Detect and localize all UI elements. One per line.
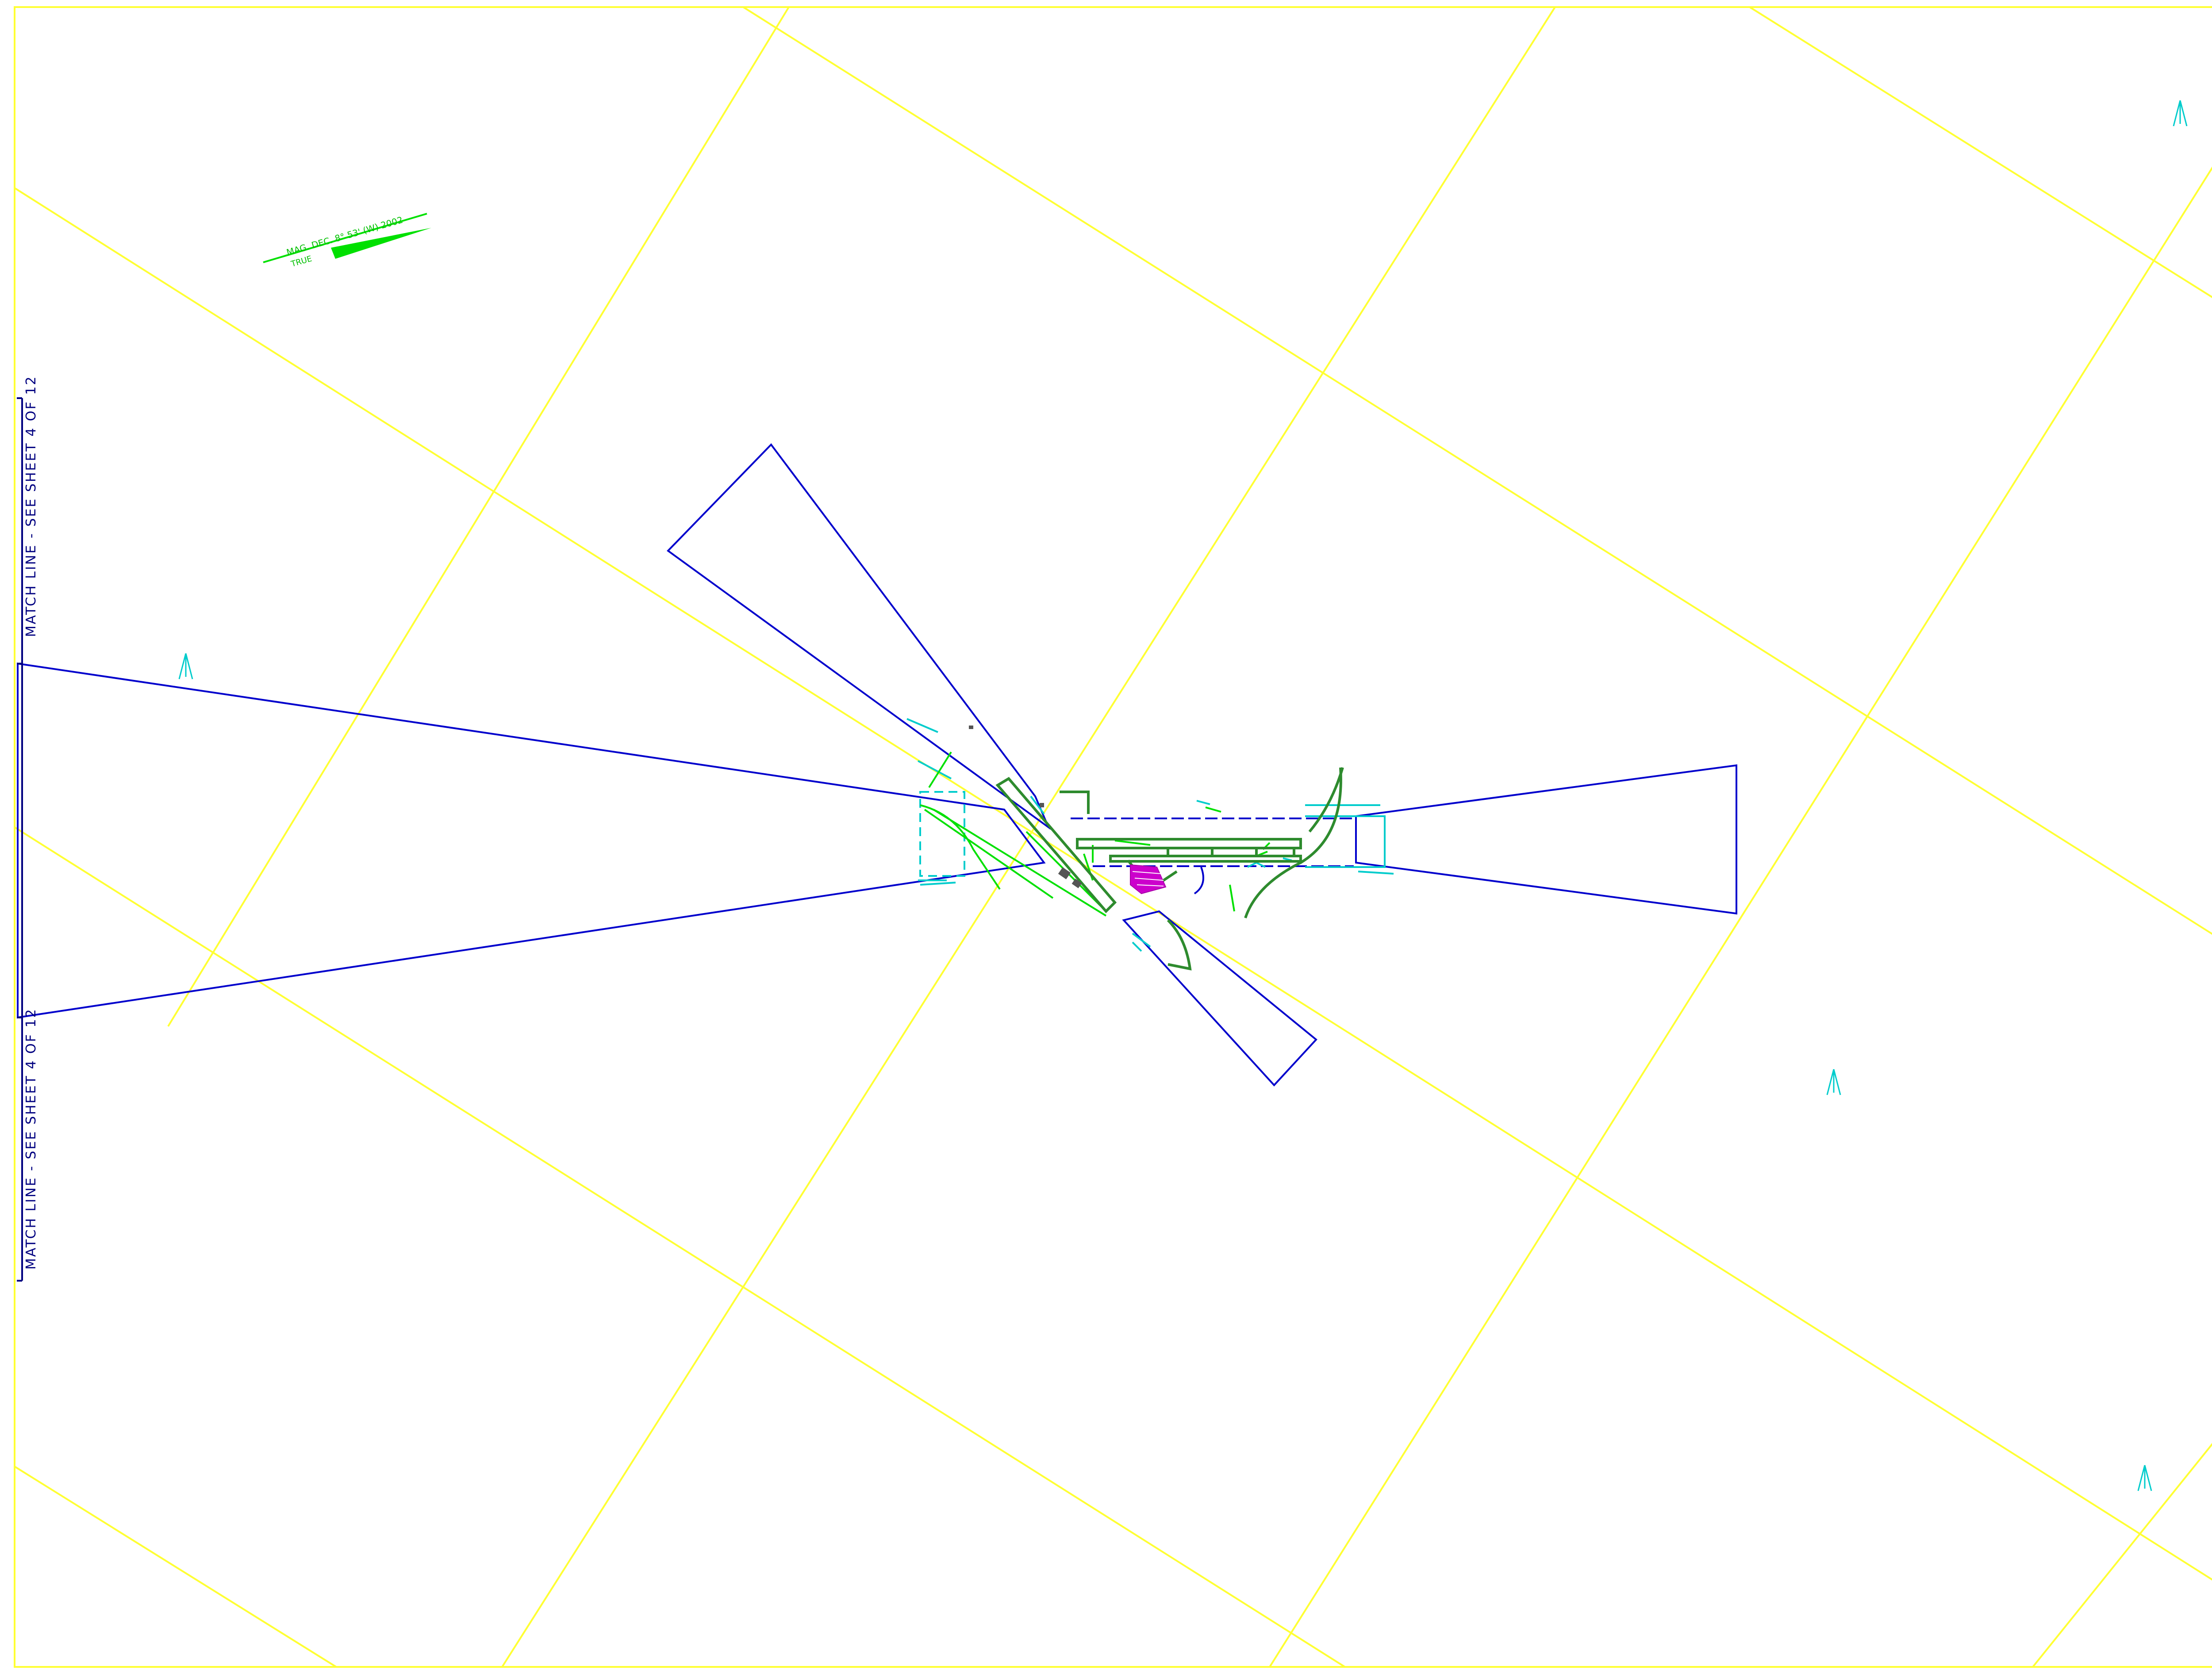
taxiway-loop: [1167, 919, 1192, 971]
true-north-line: [263, 213, 427, 263]
runway-system: [995, 767, 1344, 971]
grid-line: [14, 1466, 337, 1668]
grid-line: [14, 826, 1346, 1668]
airport-green-linework: [920, 751, 1271, 917]
taxiway-parallel: [1109, 855, 1302, 863]
terminal-buildings: [1130, 864, 1167, 895]
airspace-surfaces: [17, 443, 1737, 1086]
airport-layout: [906, 718, 1394, 971]
grid-line: [2032, 1443, 2212, 1668]
grid-line: [14, 187, 2212, 1581]
grid-line: [1749, 6, 2212, 298]
magnetic-declination-symbol: MAG. DEC. 8° 53' (W) 2002 TRUE: [263, 213, 431, 269]
grid-line: [1269, 166, 2212, 1668]
map-grid: [14, 6, 2212, 1668]
grid-line: [742, 6, 2212, 935]
west-approach-surface: [17, 662, 1046, 1019]
southeast-approach-surface: [1122, 910, 1317, 1086]
north-arrow-icon: [2137, 1465, 2152, 1491]
magnetic-arrow-icon: [331, 228, 431, 259]
runway-curve: [1244, 767, 1342, 918]
match-line: [17, 397, 23, 1282]
primary-surface-arc: [1194, 867, 1204, 895]
runway-northwest-southeast: [995, 777, 1117, 914]
north-arrow-icon: [178, 653, 193, 680]
service-road: [1060, 791, 1090, 814]
east-approach-surface: [1355, 764, 1737, 915]
airport-cyan-linework: [906, 718, 1394, 952]
match-line-label-lower: MATCH LINE - SEE SHEET 4 OF 12: [23, 1008, 39, 1270]
north-arrow-icon: [2173, 100, 2188, 127]
northwest-approach-surface: [666, 443, 1051, 830]
north-markers: [178, 100, 2188, 1491]
north-arrow-icon: [1826, 1069, 1841, 1095]
match-line-label-upper: MATCH LINE - SEE SHEET 4 OF 12: [23, 375, 39, 637]
sheet-border: [14, 6, 2212, 1668]
runway-east-west: [1076, 838, 1302, 849]
runway-curve-north: [1308, 767, 1344, 833]
grid-line: [501, 6, 1556, 1668]
grid-line: [167, 6, 790, 1027]
hangar-buildings: [969, 726, 1082, 888]
